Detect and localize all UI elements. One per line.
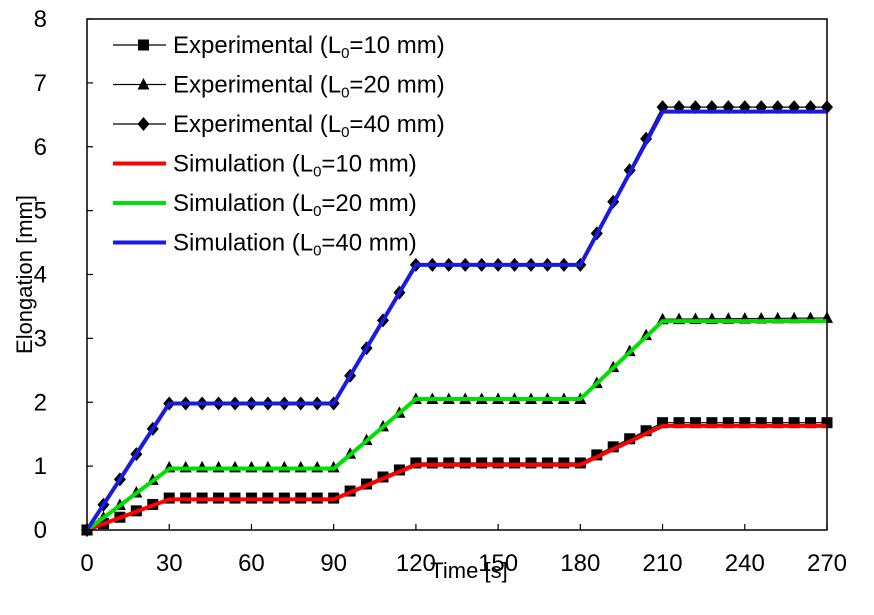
legend-label: Experimental (L0=10 mm) [173, 32, 445, 62]
data-point [624, 433, 636, 445]
y-axis-title: Elongation [mm] [12, 195, 37, 354]
data-point [607, 441, 619, 453]
legend-marker [138, 39, 149, 51]
x-axis-title: Time [s] [430, 558, 507, 583]
legend-label: Experimental (L0=20 mm) [173, 72, 445, 102]
x-tick-label: 30 [156, 550, 183, 577]
legend-label: Simulation (L0=40 mm) [173, 230, 417, 260]
legend-label: Simulation (L0=10 mm) [173, 151, 417, 181]
legend-entry-3: Simulation (L0=10 mm) [113, 151, 417, 181]
data-point [739, 417, 751, 429]
y-tick-label: 0 [34, 517, 47, 544]
series-5 [85, 109, 827, 532]
legend-entry-5: Simulation (L0=40 mm) [113, 230, 417, 260]
legend-entry-1: Experimental (L0=20 mm) [113, 72, 445, 102]
y-tick-label: 7 [34, 70, 47, 97]
legend-entry-0: Experimental (L0=10 mm) [113, 32, 445, 62]
data-point [657, 417, 669, 429]
y-tick-label: 3 [34, 325, 47, 352]
legend-marker [137, 78, 150, 90]
experimental-line [86, 422, 827, 531]
data-point [722, 417, 734, 429]
x-tick-label: 0 [80, 550, 93, 577]
y-tick-label: 8 [34, 6, 47, 33]
simulation-line [85, 109, 827, 532]
data-point [640, 425, 652, 437]
legend-label: Simulation (L0=20 mm) [173, 190, 417, 220]
x-tick-label: 150 [478, 550, 518, 577]
data-point [788, 417, 800, 429]
data-point [772, 417, 784, 429]
y-tick-label: 1 [34, 453, 47, 480]
data-point [673, 417, 685, 429]
x-tick-label: 240 [725, 550, 765, 577]
x-tick-label: 60 [238, 550, 265, 577]
x-tick-label: 270 [807, 550, 847, 577]
x-tick-label: 90 [320, 550, 347, 577]
legend-entry-4: Simulation (L0=20 mm) [113, 190, 417, 220]
x-tick-label: 210 [643, 550, 683, 577]
x-tick-label: 120 [396, 550, 436, 577]
legend-label: Experimental (L0=40 mm) [173, 111, 445, 141]
simulation-line [85, 319, 827, 532]
x-axis: 0 30 60 90 120 150 180 210 240 270 [80, 524, 847, 577]
legend-marker [137, 117, 150, 131]
series-0 [81, 417, 833, 536]
series-4 [85, 319, 827, 532]
series-layer [81, 100, 833, 537]
data-point [805, 417, 817, 429]
simulation-line [86, 423, 827, 532]
y-tick-label: 2 [34, 389, 47, 416]
series-3 [86, 423, 827, 532]
data-point [689, 417, 701, 429]
x-tick-label: 180 [560, 550, 600, 577]
y-tick-label: 6 [34, 134, 47, 161]
y-tick-label: 5 [34, 198, 47, 225]
y-axis: 0 1 2 3 4 5 6 7 8 [34, 6, 93, 544]
legend-entry-2: Experimental (L0=40 mm) [113, 111, 445, 141]
data-point [706, 417, 718, 429]
legend: Experimental (L0=10 mm) Experimental (L0=… [113, 32, 445, 260]
data-point [755, 417, 767, 429]
y-tick-label: 4 [34, 262, 47, 289]
